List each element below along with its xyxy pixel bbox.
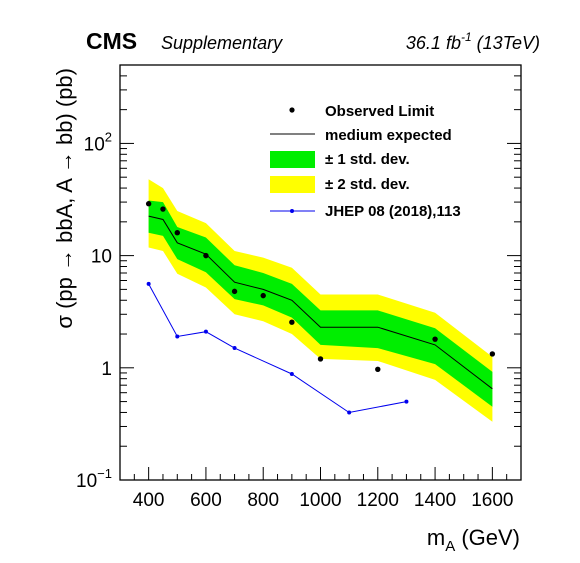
jhep-point bbox=[232, 346, 237, 351]
x-tick-label: 1600 bbox=[471, 490, 513, 511]
x-tick-label: 800 bbox=[247, 490, 279, 511]
lumi-label: 36.1 fb-1 (13TeV) bbox=[406, 30, 540, 53]
x-axis-title: mA (GeV) bbox=[427, 525, 520, 555]
jhep-point bbox=[175, 334, 180, 339]
x-tick-label: 1400 bbox=[414, 490, 456, 511]
experiment-label: CMS bbox=[86, 28, 137, 54]
jhep-point bbox=[347, 410, 352, 415]
observed-point bbox=[432, 336, 438, 342]
y-tick-label: 102 bbox=[84, 129, 112, 155]
uncertainty-bands bbox=[148, 179, 493, 422]
legend-label-expected: medium expected bbox=[325, 127, 452, 144]
jhep-point bbox=[146, 281, 151, 286]
axes: 400 600 800 1000 1200 1400 1600 10−1 1 10 102 bbox=[76, 64, 522, 511]
y-axis-title: σ (pp → bbA, A → bb) (pb) bbox=[52, 68, 77, 329]
observed-point bbox=[174, 230, 180, 236]
x-tick-label: 600 bbox=[190, 490, 222, 511]
observed-point bbox=[289, 319, 295, 325]
observed-point bbox=[317, 356, 324, 362]
x-tick-label: 400 bbox=[133, 490, 165, 511]
y-tick-label: 1 bbox=[101, 359, 112, 380]
legend-swatch-observed bbox=[289, 107, 295, 113]
y-tick-label: 10−1 bbox=[76, 466, 112, 492]
observed-point bbox=[160, 206, 166, 212]
jhep-point bbox=[203, 329, 208, 334]
band-1-sigma bbox=[148, 200, 493, 407]
observed-point bbox=[489, 351, 496, 357]
observed-point bbox=[231, 288, 238, 295]
jhep-point bbox=[404, 399, 409, 404]
series-points bbox=[145, 201, 496, 415]
legend-swatch-band2 bbox=[270, 176, 315, 193]
observed-point bbox=[260, 292, 266, 299]
y-tick-label: 10 bbox=[91, 247, 112, 268]
legend-label-observed: Observed Limit bbox=[325, 103, 434, 120]
legend-swatch-jhep-marker bbox=[290, 209, 294, 213]
legend-label-band1: ± 1 std. dev. bbox=[325, 151, 410, 168]
legend: Observed Limit medium expected ± 1 std. … bbox=[270, 103, 461, 220]
jhep-point bbox=[289, 372, 294, 377]
band-2-sigma bbox=[148, 179, 493, 422]
legend-swatch-band1 bbox=[270, 151, 315, 168]
x-tick-label: 1200 bbox=[357, 490, 399, 511]
observed-point bbox=[375, 366, 381, 372]
legend-label-band2: ± 2 std. dev. bbox=[325, 176, 410, 193]
observed-point bbox=[145, 201, 152, 207]
legend-label-jhep: JHEP 08 (2018),113 bbox=[325, 203, 461, 220]
observed-point bbox=[203, 252, 209, 259]
expected-line bbox=[148, 215, 493, 390]
x-tick-label: 1000 bbox=[299, 490, 341, 511]
tag-label: Supplementary bbox=[161, 33, 283, 53]
